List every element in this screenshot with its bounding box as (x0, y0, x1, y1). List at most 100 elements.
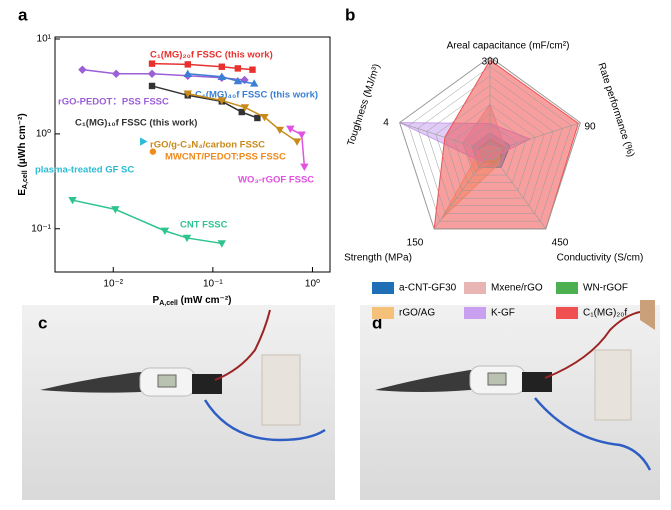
plot-frame (54, 36, 331, 273)
marker (148, 60, 156, 67)
x-tick-label: 10⁰ (305, 279, 320, 290)
marker (300, 163, 309, 171)
x-tick-label: 10⁻² (103, 279, 123, 290)
marker (260, 113, 269, 122)
marker (148, 82, 156, 90)
marker (240, 104, 250, 112)
marker (249, 66, 256, 73)
legend-swatch (556, 282, 578, 294)
radar-ring (444, 104, 536, 191)
y-axis-label: EA,cell (μWh cm⁻²) (17, 113, 29, 195)
marker (78, 65, 87, 74)
y-tick-label: 10¹ (37, 34, 52, 45)
x-tick-label: 10⁻¹ (203, 279, 223, 290)
x-axis-label: PA,cell (mW cm⁻²) (153, 295, 232, 307)
marker (292, 138, 302, 146)
y-label-sub: A,cell (22, 170, 29, 189)
axis-name: Strength (MPa) (344, 253, 412, 264)
radar-ring (453, 113, 527, 183)
legend-label: WN-rGOF (583, 283, 628, 294)
series-label: plasma-treated GF SC (35, 165, 134, 176)
series-label: C₁(MG)₁₀f FSSC (this work) (75, 118, 197, 129)
legend-swatch (372, 307, 394, 319)
marker (182, 234, 192, 243)
marker (160, 227, 170, 236)
marker (111, 69, 121, 78)
panel-label: a (18, 5, 28, 24)
radar-spoke (433, 151, 491, 230)
x-label-symbol: P (153, 295, 160, 306)
axis-max-label: 300 (482, 57, 499, 68)
y-tick-label: 10⁰ (36, 129, 51, 140)
marker (233, 76, 243, 85)
series-line (187, 73, 255, 85)
series-label: MWCNT/PEDOT:PSS FSSC (165, 152, 286, 163)
panel-label: b (345, 5, 355, 24)
y-label-unit: (μWh cm⁻²) (17, 113, 28, 170)
axis-name: Rate performance (%) (595, 62, 636, 159)
axis-max-label: 450 (552, 238, 569, 249)
legend-label: a-CNT-GF30 (399, 283, 457, 294)
radar-spoke (489, 122, 581, 153)
radar-ring (417, 75, 563, 214)
radar-ring (408, 66, 572, 222)
radar-ring (462, 123, 518, 176)
radar-spoke (489, 151, 547, 230)
series-label: C₁(MG)₄₀f FSSC (this work) (195, 90, 318, 101)
legend-swatch (556, 307, 578, 319)
marker (183, 90, 192, 98)
panel-label: c (38, 313, 47, 332)
series-line (187, 92, 298, 143)
axis-name: Toughness (MJ/m³) (346, 63, 383, 148)
radar-ring (435, 94, 545, 199)
series-label: CNT FSSC (180, 220, 228, 231)
marker (218, 63, 226, 70)
y-tick-label: 10⁻¹ (31, 223, 51, 234)
series-label: rGO-PEDOT：PSS FSSC (58, 97, 169, 108)
axis-name: Conductivity (S/cm) (557, 253, 644, 264)
radar-spoke (399, 122, 491, 153)
marker (111, 206, 120, 214)
marker (140, 137, 148, 146)
x-label-unit: (mW cm⁻²) (178, 295, 232, 306)
panel-label: d (372, 313, 382, 332)
y-label-symbol: E (17, 189, 28, 196)
marker (68, 196, 77, 205)
axis-max-label: 4 (383, 118, 389, 129)
marker (297, 131, 306, 139)
photo-c (22, 305, 335, 500)
legend-label: C₁(MG)₂₀f (583, 308, 627, 319)
marker (149, 148, 157, 155)
axis-max-label: 90 (584, 122, 596, 133)
series-label: WO₃-rGOF FSSC (238, 175, 314, 186)
axis-name: Areal capacitance (mF/cm²) (447, 41, 570, 52)
radar-ring (471, 132, 509, 168)
radar-ring (426, 85, 554, 207)
marker (217, 240, 227, 248)
legend-swatch (464, 307, 486, 319)
series-label: rGO/g-C₃N₄/carbon FSSC (150, 140, 265, 151)
marker (183, 69, 192, 77)
photo-d (360, 300, 660, 500)
marker (184, 61, 191, 68)
axis-max-label: 150 (407, 238, 424, 249)
marker (234, 65, 242, 72)
marker (217, 72, 227, 80)
legend-label: rGO/AG (399, 308, 435, 319)
x-label-sub: A,cell (159, 300, 178, 307)
marker (147, 69, 157, 78)
legend-label: Mxene/rGO (491, 283, 543, 294)
marker (275, 126, 285, 135)
marker (286, 125, 295, 134)
marker (254, 114, 261, 122)
series-label: C₁(MG)₂₀f FSSC (this work) (150, 50, 273, 61)
legend-label: K-GF (491, 308, 515, 319)
marker (217, 97, 227, 105)
marker (249, 79, 259, 87)
radar-ring (480, 142, 500, 160)
legend-swatch (464, 282, 486, 294)
legend-swatch (372, 282, 394, 294)
marker (238, 108, 245, 116)
radar-ring (399, 56, 581, 230)
